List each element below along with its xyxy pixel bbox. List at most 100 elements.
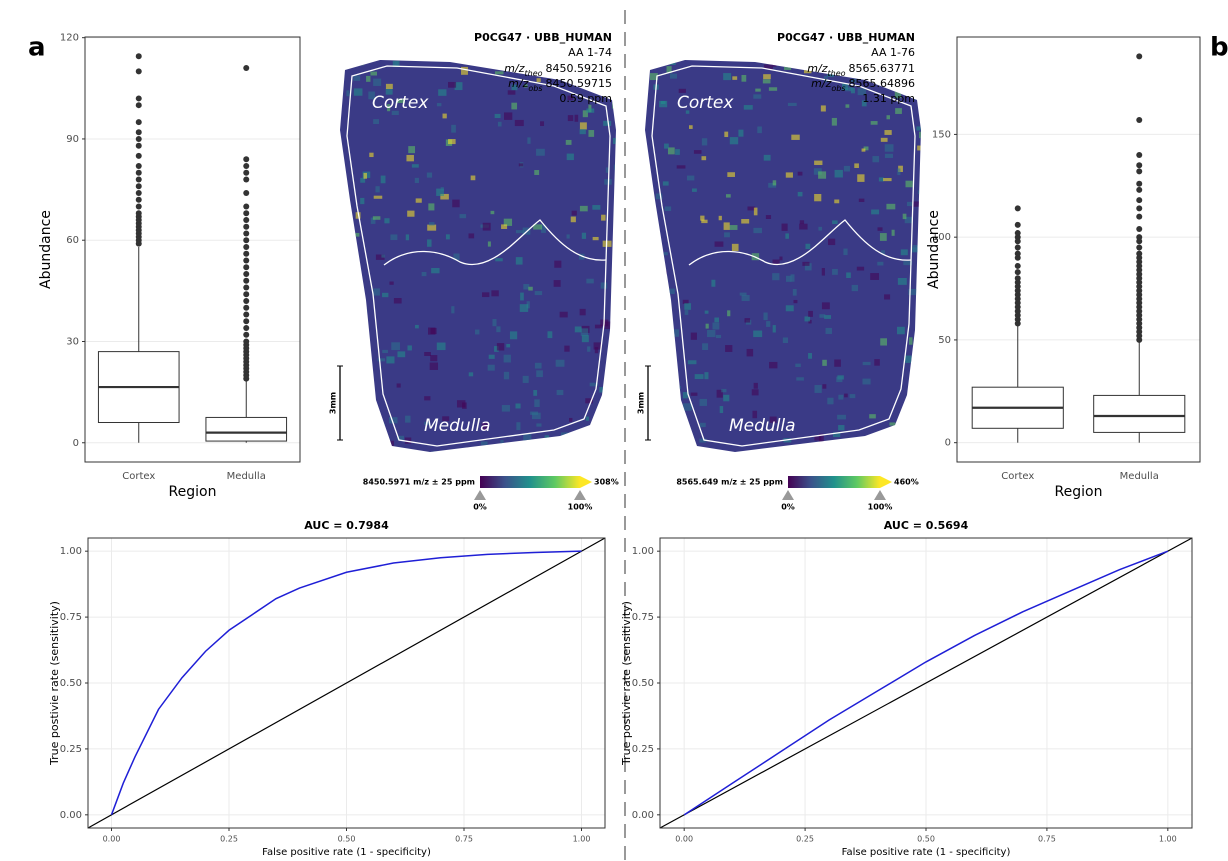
pixel-cluster xyxy=(687,176,694,181)
outlier xyxy=(136,129,142,135)
pixel-cluster xyxy=(523,376,529,383)
pixel-cluster xyxy=(727,310,730,316)
pixel-cluster xyxy=(705,311,709,314)
pixel-cluster xyxy=(753,228,762,233)
pixel-cluster xyxy=(834,200,839,204)
pixel-cluster xyxy=(389,282,393,285)
residue-range: AA 1-76 xyxy=(871,46,915,59)
pixel-cluster xyxy=(843,249,847,255)
y-tick-label: 60 xyxy=(66,235,79,246)
outlier xyxy=(1015,269,1021,275)
pixel-cluster xyxy=(602,443,609,449)
pixel-cluster xyxy=(339,194,346,201)
pixel-cluster xyxy=(340,221,344,229)
mz-symbol: m/z xyxy=(504,62,524,75)
outlier xyxy=(1136,117,1142,123)
pixel-cluster xyxy=(382,350,388,353)
box xyxy=(1094,395,1185,432)
pixel-cluster xyxy=(832,220,838,224)
pixel-cluster xyxy=(488,365,495,371)
pixel-cluster xyxy=(670,59,676,65)
pixel-cluster xyxy=(348,411,355,416)
pixel-cluster xyxy=(871,121,878,125)
pixel-cluster xyxy=(567,234,570,238)
pixel-cluster xyxy=(763,313,767,321)
pixel-cluster xyxy=(586,279,593,284)
pixel-cluster xyxy=(785,233,789,238)
scale-label: 3mm xyxy=(637,392,646,414)
outlier xyxy=(1136,244,1142,250)
pixel-cluster xyxy=(397,383,401,387)
outlier xyxy=(243,224,249,230)
pixel-cluster xyxy=(391,342,400,350)
pixel-cluster xyxy=(603,121,611,126)
pixel-cluster xyxy=(557,390,564,395)
outlier xyxy=(243,298,249,304)
pixel-cluster xyxy=(815,385,822,393)
colorbar-tick-label: 100% xyxy=(568,503,593,512)
outlier xyxy=(136,203,142,209)
pixel-cluster xyxy=(350,361,358,368)
pixel-cluster xyxy=(793,300,797,303)
pixel-cluster xyxy=(887,115,890,119)
pixel-cluster xyxy=(592,205,600,210)
pixel-cluster xyxy=(536,370,543,377)
outlier xyxy=(243,203,249,209)
pixel-cluster xyxy=(742,295,750,301)
pixel-cluster xyxy=(666,362,670,368)
pixel-cluster xyxy=(822,360,827,366)
pixel-cluster xyxy=(752,389,759,395)
y-tick-label: 30 xyxy=(66,336,79,347)
pixel-cluster xyxy=(763,79,771,83)
pixel-cluster xyxy=(495,114,501,118)
pixel-cluster xyxy=(535,363,542,369)
outlier xyxy=(136,68,142,74)
pixel-cluster xyxy=(877,262,883,266)
pixel-cluster xyxy=(338,422,345,428)
outlier xyxy=(136,136,142,142)
pixel-cluster xyxy=(754,383,758,389)
pixel-cluster xyxy=(364,173,367,179)
pixel-cluster xyxy=(489,355,495,359)
pixel-cluster xyxy=(496,326,500,332)
pixel-cluster xyxy=(885,144,894,151)
pixel-cluster xyxy=(516,422,520,430)
pixel-cluster xyxy=(500,440,503,444)
pixel-cluster xyxy=(545,435,549,442)
pixel-cluster xyxy=(670,74,677,79)
pixel-cluster xyxy=(695,374,704,379)
outlier xyxy=(1136,226,1142,232)
pixel-cluster xyxy=(375,186,379,192)
protein-name: P0CG47 · UBB_HUMAN xyxy=(777,31,915,44)
x-tick-label: 0.50 xyxy=(917,835,935,844)
pixel-cluster xyxy=(595,347,598,353)
outlier xyxy=(136,143,142,149)
outlier xyxy=(243,291,249,297)
pixel-cluster xyxy=(850,394,856,398)
pixel-cluster xyxy=(763,74,771,79)
pixel-cluster xyxy=(732,76,737,80)
pixel-cluster xyxy=(905,356,911,363)
pixel-cluster xyxy=(884,294,890,299)
pixel-cluster xyxy=(921,351,930,355)
outlier xyxy=(136,190,142,196)
pixel-cluster xyxy=(715,241,724,246)
pixel-cluster xyxy=(498,122,502,127)
pixel-cluster xyxy=(854,448,861,453)
pixel-cluster xyxy=(587,346,590,351)
pixel-cluster xyxy=(360,198,364,204)
pixel-cluster xyxy=(428,203,434,210)
pixel-cluster xyxy=(744,105,753,110)
pixel-cluster xyxy=(481,441,488,445)
outlier xyxy=(136,153,142,159)
pixel-cluster xyxy=(668,147,675,154)
pixel-cluster xyxy=(889,437,896,443)
region-label: Medulla xyxy=(424,416,491,436)
panel-label: b xyxy=(1210,33,1228,63)
pixel-cluster xyxy=(835,170,843,178)
pixel-cluster xyxy=(832,269,838,275)
pixel-cluster xyxy=(660,271,667,278)
pixel-cluster xyxy=(821,105,826,111)
pixel-cluster xyxy=(580,206,588,211)
pixel-cluster xyxy=(443,114,447,119)
